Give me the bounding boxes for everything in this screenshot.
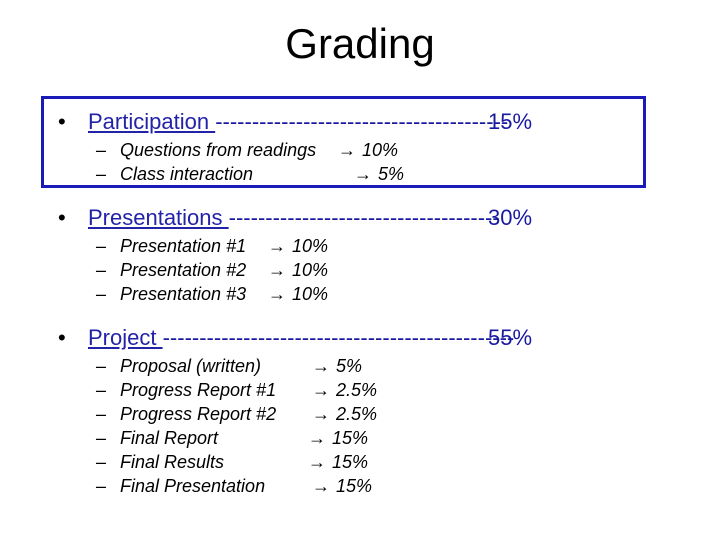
participation-percent: 15% (488, 109, 533, 134)
participation-label[interactable]: Participation (88, 109, 216, 134)
sub-item-text: Presentation #2 (120, 260, 247, 280)
sub-item-text: Questions from readings (120, 140, 317, 160)
sub-item: – Progress Report #2 → 2.5% (96, 402, 496, 426)
dash-icon: – (96, 164, 107, 184)
dash-icon: – (96, 140, 107, 160)
dash-icon: – (96, 476, 107, 496)
sub-item: – Presentation #2 → 10% (96, 258, 496, 282)
arrow-right-icon: → (268, 260, 286, 280)
sub-item: – Questions from readings → 10% (96, 138, 496, 162)
sub-item-value: 15% (336, 476, 373, 496)
arrow-right-icon: → (268, 284, 286, 304)
sub-item: – Presentation #3 → 10% (96, 282, 496, 306)
sub-item-value: 5% (336, 356, 363, 376)
dash-icon: – (96, 404, 107, 424)
sub-item-text: Presentation #3 (120, 284, 247, 304)
dash-icon: – (96, 236, 107, 256)
sub-item-value: 2.5% (336, 380, 378, 400)
slide-title: Grading (285, 20, 435, 67)
sub-item-text: Progress Report #1 (120, 380, 277, 400)
sub-item-text: Presentation #1 (120, 236, 247, 256)
sub-item-text: Proposal (written) (120, 356, 262, 376)
dash-icon: – (96, 428, 107, 448)
sub-item-text: Final Results (120, 452, 225, 472)
sub-item: – Final Presentation → 15% (96, 474, 496, 498)
arrow-right-icon: → (312, 356, 330, 376)
arrow-right-icon: → (268, 236, 286, 256)
arrow-right-icon: → (354, 164, 372, 184)
dash-icon: – (96, 452, 107, 472)
arrow-right-icon: → (308, 452, 326, 472)
sub-item-text: Class interaction (120, 164, 254, 184)
participation-highlight-box (41, 96, 646, 188)
arrow-right-icon: → (312, 404, 330, 424)
sub-item-text: Final Report (120, 428, 219, 448)
sub-item-value: 10% (292, 260, 329, 280)
sub-item-value: 10% (292, 236, 329, 256)
participation-dashes: ---------------------------------------- (215, 109, 509, 134)
project-dashes: ----------------------------------------… (162, 325, 515, 350)
sub-item-value: 15% (332, 452, 369, 472)
bullet-project: • Project ------------------------------… (58, 324, 658, 352)
dash-icon: – (96, 284, 107, 304)
arrow-right-icon: → (312, 380, 330, 400)
sub-item-value: 2.5% (336, 404, 378, 424)
sub-item: – Presentation #1 → 10% (96, 234, 496, 258)
dash-icon: – (96, 380, 107, 400)
sub-item: – Final Report → 15% (96, 426, 496, 450)
dash-icon: – (96, 356, 107, 376)
arrow-right-icon: → (308, 428, 326, 448)
sub-item: – Progress Report #1 → 2.5% (96, 378, 496, 402)
presentations-label[interactable]: Presentations (88, 205, 229, 230)
sub-item-text: Final Presentation (120, 476, 266, 496)
project-label[interactable]: Project (88, 325, 163, 350)
presentations-percent: 30% (488, 205, 533, 230)
bullet-dot-icon: • (58, 109, 66, 134)
sub-item: – Final Results → 15% (96, 450, 496, 474)
project-percent: 55% (488, 325, 533, 350)
sub-item-value: 5% (378, 164, 405, 184)
sub-item: – Class interaction → 5% (96, 162, 496, 186)
arrow-right-icon: → (338, 140, 356, 160)
bullet-dot-icon: • (58, 325, 66, 350)
bullet-dot-icon: • (58, 205, 66, 230)
sub-item: – Proposal (written) → 5% (96, 354, 496, 378)
presentations-dashes: ------------------------------------- (228, 205, 500, 230)
sub-item-value: 10% (362, 140, 399, 160)
arrow-right-icon: → (312, 476, 330, 496)
bullet-presentations: • Presentations ------------------------… (58, 204, 658, 232)
bullet-participation: • Participation ------------------------… (58, 108, 658, 136)
sub-item-value: 15% (332, 428, 369, 448)
dash-icon: – (96, 260, 107, 280)
sub-item-value: 10% (292, 284, 329, 304)
sub-item-text: Progress Report #2 (120, 404, 277, 424)
